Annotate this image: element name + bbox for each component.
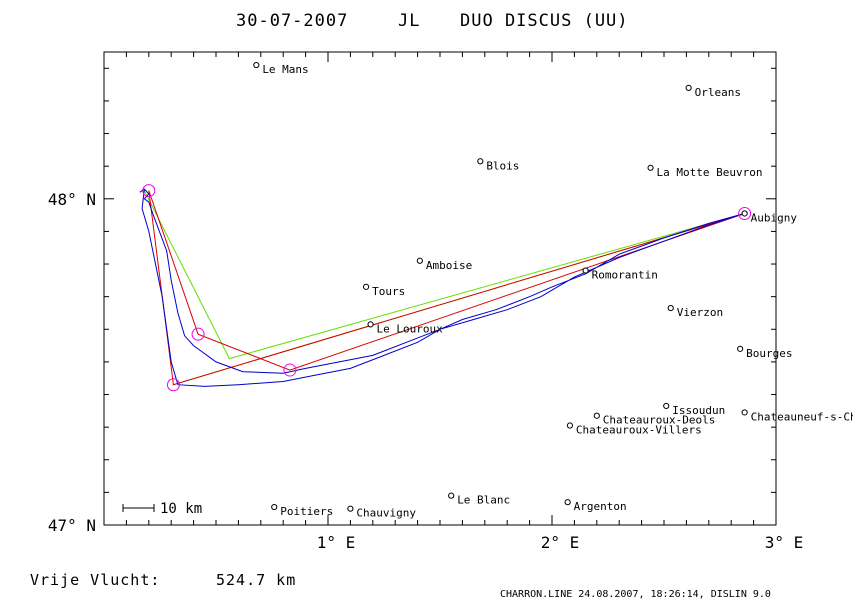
town-marker-icon [667, 304, 674, 312]
town-label: Tours [372, 285, 405, 298]
town-marker-icon [582, 267, 589, 274]
track-path [139, 188, 745, 387]
town-label: Chateauroux-Villers [576, 424, 702, 437]
turnpoint-circle [191, 327, 205, 341]
town-label: Vierzon [677, 306, 723, 319]
turnpoint-circle [283, 363, 297, 377]
town-marker-icon [477, 158, 484, 165]
turnpoint-circle [738, 206, 752, 220]
town-label: Chateauneuf-s-Cher [751, 410, 853, 423]
town-marker-icon [647, 164, 654, 171]
town-label: Blois [486, 159, 519, 172]
town-marker-icon [566, 422, 574, 429]
town-marker-icon [253, 61, 260, 69]
town-label: Chauvigny [356, 507, 416, 520]
town-label: Issoudun [672, 404, 725, 417]
town-label: La Motte Beuvron [657, 166, 763, 179]
town-label: Le Louroux [377, 322, 444, 335]
town-marker-icon [416, 257, 423, 264]
town-marker-icon [367, 321, 374, 328]
optimised-route-green [143, 190, 745, 386]
town-label: Aubigny [751, 211, 798, 224]
scale-bar-label: 10 km [160, 501, 202, 517]
town-label: Romorantin [592, 269, 658, 282]
town-marker-icon [271, 503, 278, 511]
x-tick-label-1e: 1° E [317, 533, 356, 552]
red-route-path [148, 190, 745, 386]
distance-label: Vrije Vlucht: [30, 571, 160, 589]
town-label: Le Blanc [457, 494, 510, 507]
distance-value: 524.7 km [216, 571, 296, 589]
x-tick-label-2e: 2° E [541, 533, 580, 552]
pilot-initials: JL [398, 11, 420, 31]
town-marker-icon [737, 345, 744, 352]
town-label: Orleans [695, 86, 741, 99]
town-label: Bourges [746, 347, 792, 360]
town-label: Poitiers [280, 505, 333, 518]
town-marker-icon [564, 499, 571, 506]
flight-date: 30-07-2007 [236, 11, 348, 31]
y-tick-label-48n: 48° N [48, 190, 96, 209]
town-marker-icon [663, 402, 670, 410]
x-tick-label-3e: 3° E [765, 533, 804, 552]
scale-bar: 10 km [122, 501, 202, 517]
glider-type: DUO DISCUS (UU) [460, 11, 629, 31]
declared-route-red [148, 190, 745, 386]
green-route-path [143, 190, 745, 386]
turnpoint-markers [142, 184, 752, 392]
turnpoint-circle [142, 184, 156, 198]
town-marker-icon [741, 210, 748, 217]
y-tick-label-47n: 47° N [48, 516, 96, 535]
town-label: Argenton [574, 500, 627, 513]
town-label: Amboise [426, 259, 472, 272]
axis-ticks [104, 52, 776, 525]
town-marker-icon [685, 84, 692, 91]
plot-frame [103, 51, 777, 526]
town-marker-icon [448, 492, 455, 499]
town-label: Le Mans [262, 63, 308, 76]
gps-track [139, 188, 745, 387]
town-marker-icon [593, 412, 600, 419]
town-marker-icon [347, 505, 354, 512]
town-marker-icon [741, 409, 748, 416]
town-markers: Le Mans Orleans Blois La Motte Beuvron Aubig… [253, 61, 853, 520]
town-label: Chateauroux-Deols [603, 414, 716, 427]
turnpoint-circle [166, 378, 180, 392]
town-marker-icon [362, 283, 370, 290]
footer-info: CHARRON.LINE 24.08.2007, 18:26:14, DISLI… [500, 589, 771, 600]
